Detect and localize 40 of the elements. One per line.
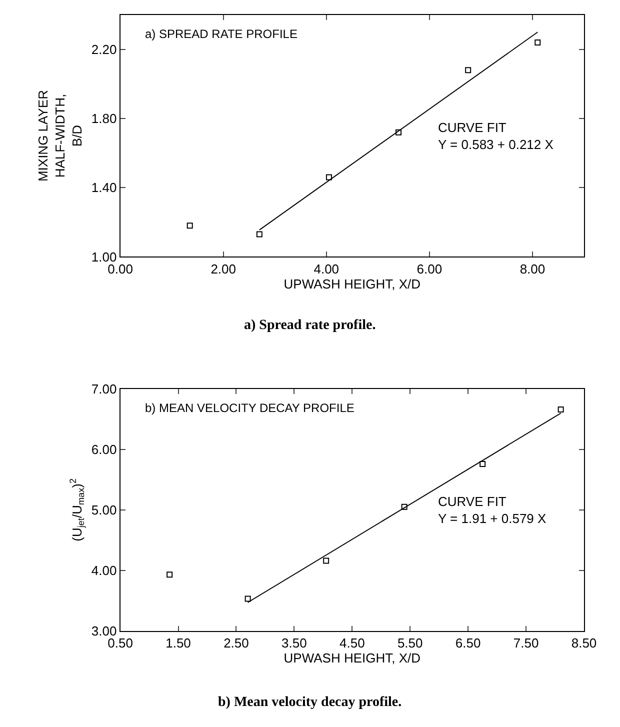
text: b) Mean velocity decay profile.: [218, 695, 402, 710]
point: [323, 558, 330, 564]
x-tick-label: 3.50: [282, 635, 307, 650]
point: [186, 222, 193, 229]
x-tick-label: 8.50: [571, 635, 597, 650]
point: [558, 406, 564, 413]
x-tick-label: 5.50: [397, 635, 423, 650]
x-tick-label: 4.00: [314, 261, 340, 276]
x-tick-label: 4.50: [339, 635, 365, 650]
x-tick-label: 7.50: [513, 635, 539, 650]
annotation: b) MEAN VELOCITY DECAY PROFILE: [145, 401, 354, 415]
point: [396, 129, 402, 136]
text: a) Spread rate profile.: [244, 318, 376, 333]
x-tick-label: 8.00: [520, 261, 546, 276]
point: [401, 504, 408, 510]
x-tick-label: 6.50: [455, 635, 481, 650]
x-tick-label: 1.50: [166, 635, 191, 650]
y-tick-label: 4.00: [91, 562, 117, 578]
point: [244, 596, 251, 602]
point: [256, 231, 262, 238]
point: [326, 174, 332, 180]
annotation: a) SPREAD RATE PROFILE: [145, 27, 298, 41]
x-tick-label: 2.50: [224, 635, 249, 650]
point: [480, 460, 486, 467]
x-axis-title: UPWASH HEIGHT, X/D: [284, 276, 421, 292]
point: [465, 67, 472, 74]
y-tick-label: 7.00: [91, 382, 117, 397]
annotation: CURVE FIT Y = 1.91 + 0.579 X: [438, 494, 547, 526]
x-axis-title: UPWASH HEIGHT, X/D: [284, 650, 421, 666]
x-tick-label: 2.00: [210, 261, 236, 276]
y-tick-label: 2.20: [91, 42, 117, 57]
annotation: CURVE FIT Y = 0.583 + 0.212 X: [438, 120, 554, 152]
y-tick-label: 1.40: [91, 180, 117, 196]
point: [534, 39, 541, 46]
y-tick-label: 1.80: [91, 111, 117, 126]
y-tick-label: 5.00: [91, 502, 117, 518]
point: [166, 572, 173, 578]
y-axis-title: MIXING LAYER HALF-WIDTH, B/D: [36, 90, 84, 182]
x-tick-label: 6.00: [416, 261, 442, 276]
y-tick-label: 6.00: [91, 442, 117, 457]
